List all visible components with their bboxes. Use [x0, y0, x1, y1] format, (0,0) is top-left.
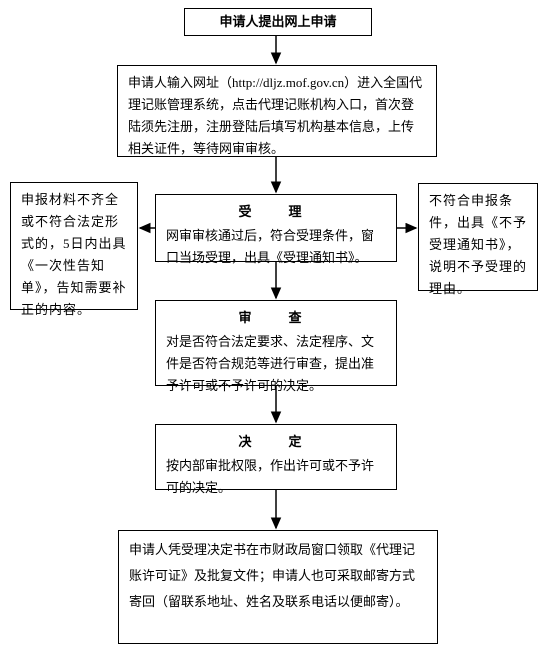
node-review-text: 对是否符合法定要求、法定程序、文件是否符合规范等进行审查，提出准予许可或不予许可… [166, 334, 374, 393]
node-incomplete-materials-text: 申报材料不齐全或不符合法定形式的，5日内出具《一次性告知单》，告知需要补正的内容… [21, 192, 127, 317]
node-start: 申请人提出网上申请 [184, 8, 372, 36]
node-incomplete-materials: 申报材料不齐全或不符合法定形式的，5日内出具《一次性告知单》，告知需要补正的内容… [10, 182, 138, 310]
node-start-label: 申请人提出网上申请 [219, 11, 336, 33]
node-review-title: 审 查 [166, 307, 386, 329]
node-acceptance-title: 受 理 [166, 201, 386, 223]
node-collect-cert-text: 申请人凭受理决定书在市财政局窗口领取《代理记账许可证》及批复文件；申请人也可采取… [129, 542, 415, 609]
node-input-url: 申请人输入网址（http://dljz.mof.gov.cn）进入全国代理记账管… [117, 65, 437, 157]
node-input-url-text: 申请人输入网址（http://dljz.mof.gov.cn）进入全国代理记账管… [128, 75, 422, 156]
node-decision-text: 按内部审批权限，作出许可或不予许可的决定。 [166, 458, 374, 495]
node-acceptance-text: 网审审核通过后，符合受理条件，窗口当场受理，出具《受理通知书》。 [166, 228, 374, 265]
node-review: 审 查 对是否符合法定要求、法定程序、文件是否符合规范等进行审查，提出准予许可或… [155, 300, 397, 386]
node-collect-cert: 申请人凭受理决定书在市财政局窗口领取《代理记账许可证》及批复文件；申请人也可采取… [118, 530, 438, 644]
node-not-qualified-text: 不符合申报条件，出具《不予受理通知书》，说明不予受理的理由。 [429, 193, 527, 296]
node-decision: 决 定 按内部审批权限，作出许可或不予许可的决定。 [155, 424, 397, 490]
node-acceptance: 受 理 网审审核通过后，符合受理条件，窗口当场受理，出具《受理通知书》。 [155, 194, 397, 262]
node-decision-title: 决 定 [166, 431, 386, 453]
node-not-qualified: 不符合申报条件，出具《不予受理通知书》，说明不予受理的理由。 [418, 183, 538, 291]
